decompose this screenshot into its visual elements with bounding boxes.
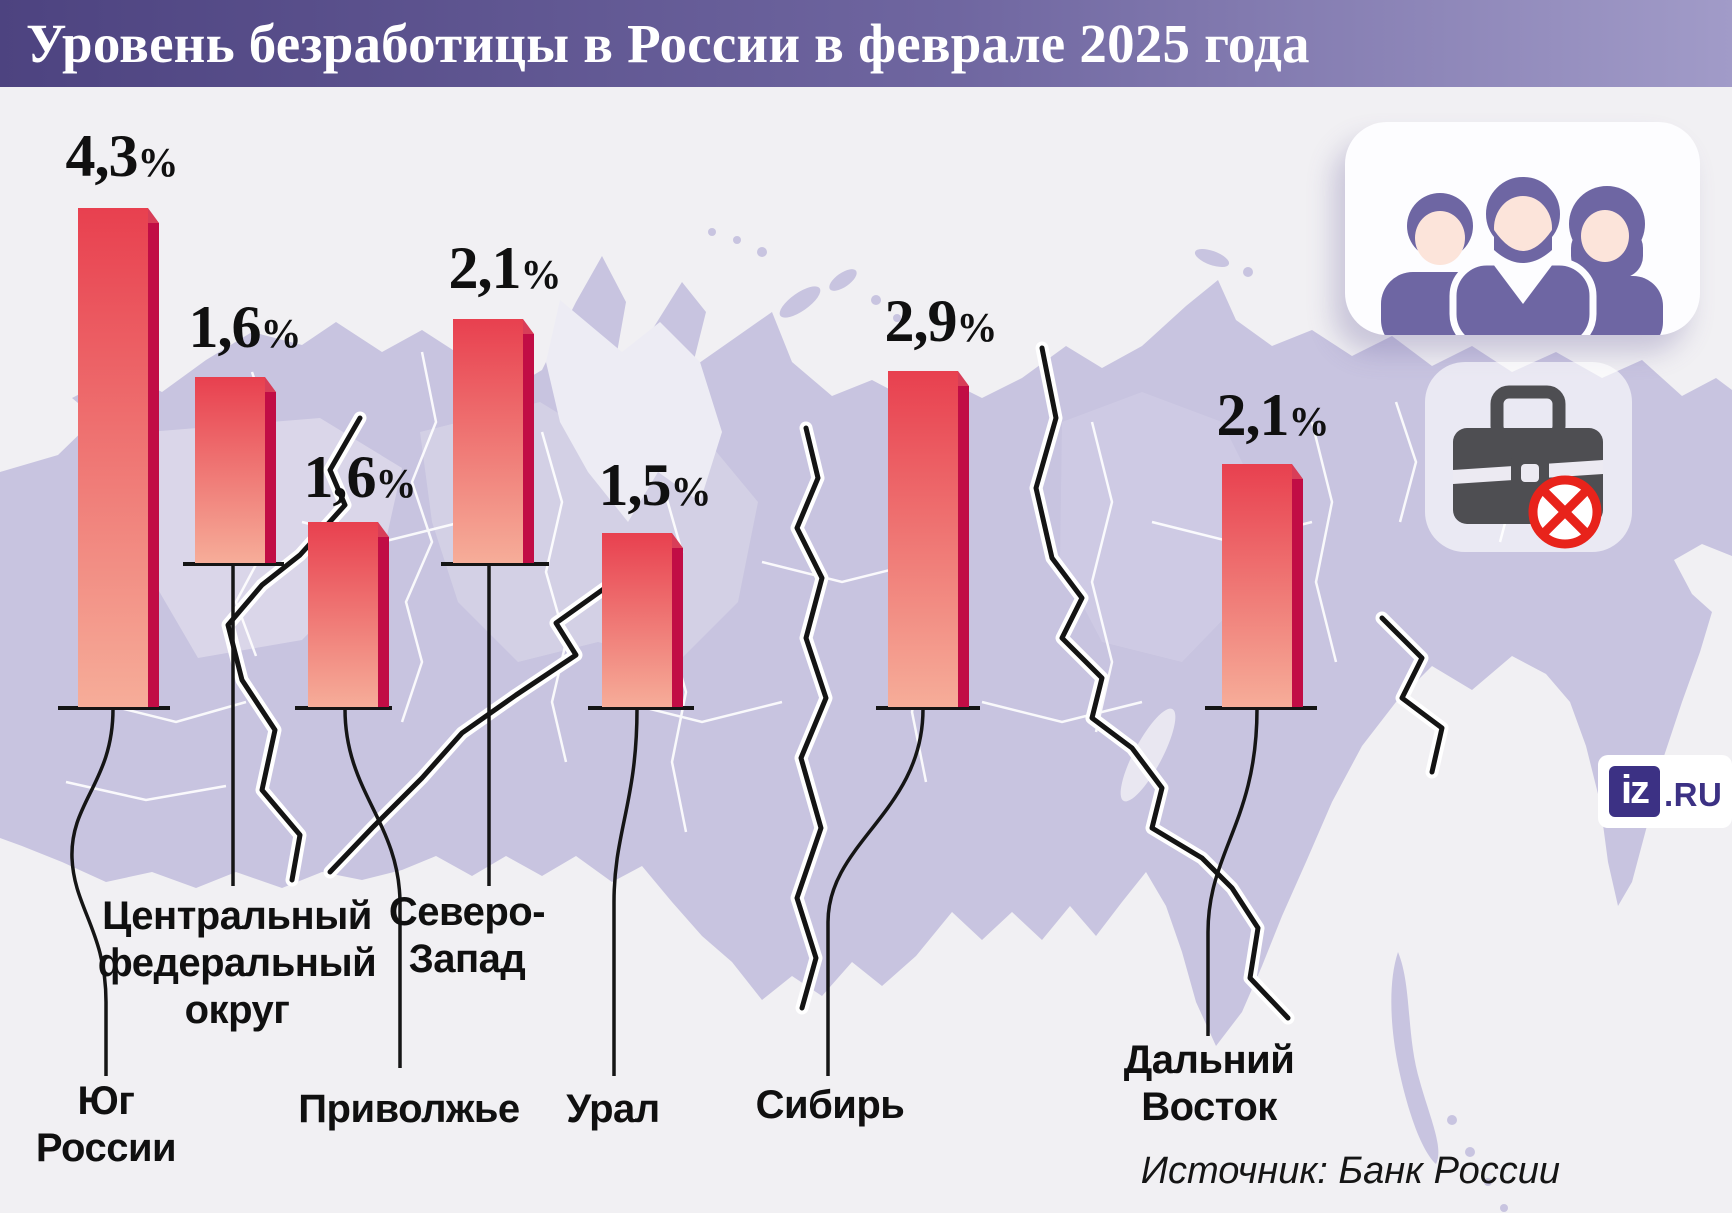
bar-group-cfo: [183, 377, 284, 886]
bar-side-face: [1292, 479, 1303, 707]
bar-side-face: [958, 386, 969, 707]
page-title: Уровень безработицы в России в феврале 2…: [26, 13, 1310, 74]
bar-column: [602, 533, 672, 707]
no-work-card: [1425, 362, 1632, 552]
leader-line: [612, 708, 639, 1076]
source-text: Источник: Банк России: [1140, 1150, 1560, 1192]
leader-line: [826, 708, 925, 1076]
izru-logo: iz .RU: [1598, 755, 1732, 828]
bar-group-severo-zapad: [441, 319, 549, 886]
bar-group-privolzhye: [295, 522, 402, 1068]
bar-top-bevel: [958, 371, 969, 386]
bar-top-bevel: [672, 533, 683, 548]
leader-line: [343, 708, 402, 1068]
leader-line: [1206, 708, 1259, 1036]
bar-column: [453, 319, 523, 563]
bar-top-bevel: [523, 319, 534, 334]
bar-column: [1222, 464, 1292, 707]
people-icon: [1381, 171, 1663, 335]
bar-column: [308, 522, 378, 707]
people-card: [1345, 122, 1700, 335]
title-bar: Уровень безработицы в России в феврале 2…: [0, 0, 1732, 87]
bar-side-face: [523, 334, 534, 563]
leader-line: [70, 708, 115, 1076]
bar-column: [78, 208, 148, 707]
federal-district-borders: [221, 341, 1449, 1025]
bar-group-yug-rossii: [58, 208, 170, 1076]
bar-column: [888, 371, 958, 707]
bar-side-face: [672, 548, 683, 707]
izru-logo-suffix: .RU: [1664, 775, 1723, 813]
bar-side-face: [378, 537, 389, 707]
no-symbol-icon: [1528, 475, 1602, 549]
bar-side-face: [265, 392, 276, 563]
bar-top-bevel: [148, 208, 159, 223]
bar-top-bevel: [1292, 464, 1303, 479]
briefcase-crossed-icon: [1453, 385, 1603, 549]
bar-top-bevel: [265, 377, 276, 392]
bar-group-dalniy-vostok: [1205, 464, 1317, 1036]
bar-side-face: [148, 223, 159, 707]
bar-group-sibir: [826, 371, 980, 1076]
izru-logo-mark: iz: [1609, 766, 1660, 817]
bar-column: [195, 377, 265, 563]
bar-top-bevel: [378, 522, 389, 537]
bar-group-ural: [588, 533, 694, 1076]
